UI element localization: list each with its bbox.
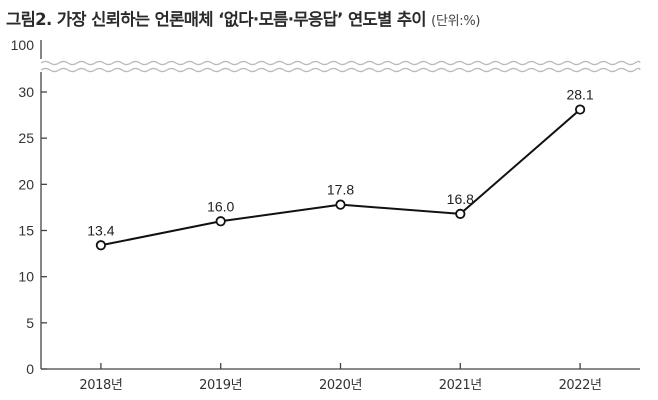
x-ticks: 2018년 2019년 2020년 2021년 2022년 (79, 363, 602, 393)
x-tick-label: 2022년 (559, 378, 602, 393)
y-tick-label: 25 (18, 130, 34, 146)
data-point (574, 104, 586, 115)
data-label: 16.0 (207, 198, 234, 214)
chart-title-text: 그림2. 가장 신뢰하는 언론매체 ‘없다·모름·무응답’ 연도별 추이 (6, 10, 427, 29)
y-tick-label: 30 (18, 84, 34, 100)
chart-title: 그림2. 가장 신뢰하는 언론매체 ‘없다·모름·무응답’ 연도별 추이 (단위… (6, 6, 480, 30)
y-tick-label-100: 100 (11, 37, 35, 53)
y-tick-label: 10 (18, 269, 34, 285)
y-tick-label: 0 (26, 361, 34, 377)
x-tick-label: 2019년 (199, 378, 242, 393)
series: 13.4 16.0 17.8 16.8 28.1 (87, 87, 594, 251)
y-ticks: 0 5 10 15 20 25 30 (18, 84, 47, 377)
axis-break-wave-bottom (40, 67, 641, 73)
y-tick-label: 15 (18, 223, 34, 239)
data-point (335, 199, 346, 210)
data-label: 13.4 (87, 222, 114, 238)
data-label: 28.1 (566, 87, 593, 103)
x-tick-label: 2018년 (79, 378, 122, 393)
axis-break-wave-top (40, 60, 641, 66)
data-point (215, 216, 226, 227)
y-tick-label: 5 (26, 315, 34, 331)
axis-break (40, 60, 641, 73)
data-point (95, 240, 107, 251)
y-tick-label: 20 (18, 176, 34, 192)
series-line (100, 108, 581, 247)
data-label: 16.8 (447, 191, 474, 207)
x-tick-label: 2020년 (319, 378, 362, 393)
data-point (455, 208, 466, 219)
data-label: 17.8 (327, 182, 354, 198)
x-tick-label: 2021년 (439, 378, 482, 393)
unit-label: (단위:%) (431, 14, 481, 29)
